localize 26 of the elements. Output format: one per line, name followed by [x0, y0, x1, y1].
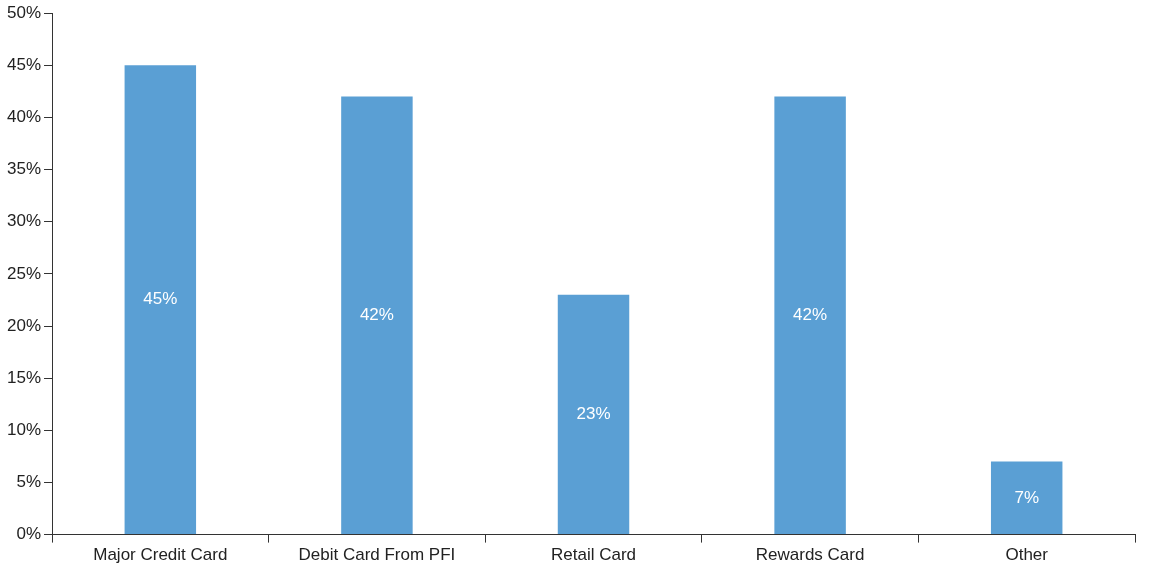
x-tick-label: Retail Card — [550, 545, 637, 565]
y-tick-label: 25% — [6, 263, 42, 283]
data-label: 42% — [793, 305, 828, 325]
data-label: 45% — [143, 289, 178, 309]
y-tick-label: 15% — [6, 367, 42, 387]
x-tick-label: Other — [1005, 545, 1049, 565]
y-tick-label: 40% — [6, 107, 42, 127]
y-tick-label: 20% — [6, 315, 42, 335]
x-tick-label: Rewards Card — [755, 545, 865, 565]
y-tick-label: 0% — [16, 524, 42, 544]
y-tick-label: 35% — [6, 159, 42, 179]
y-tick-label: 50% — [6, 2, 42, 22]
bar — [341, 96, 413, 535]
x-tick-label: Debit Card From PFI — [298, 545, 456, 565]
data-label: 42% — [359, 305, 394, 325]
bar — [990, 461, 1063, 535]
x-tick-label: Major Credit Card — [93, 545, 228, 565]
bar — [124, 65, 197, 535]
data-label: 23% — [576, 404, 611, 424]
bar — [557, 294, 630, 535]
bar — [774, 96, 846, 535]
y-tick-label: 30% — [6, 211, 42, 231]
y-tick-label: 5% — [16, 472, 42, 492]
y-tick-label: 45% — [6, 55, 42, 75]
data-label: 7% — [1014, 487, 1039, 507]
y-tick-label: 10% — [6, 420, 42, 440]
